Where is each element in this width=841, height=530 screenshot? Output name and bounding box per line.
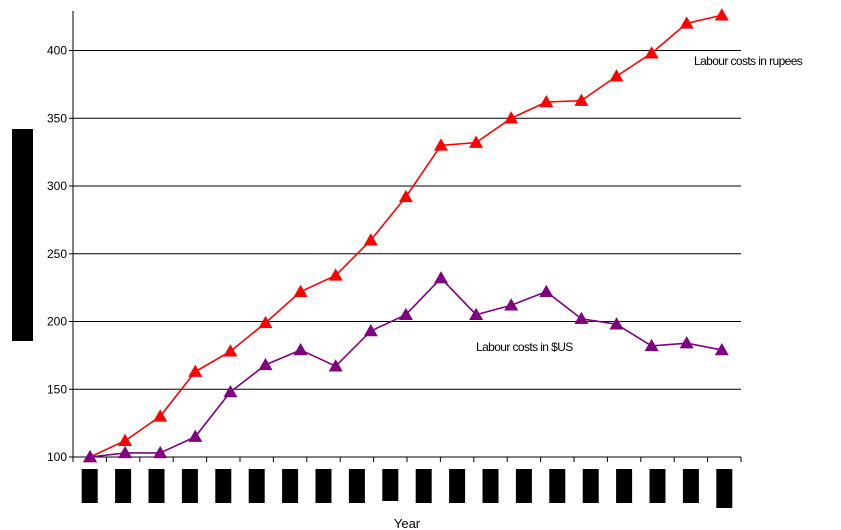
series-1-point-18 [714, 342, 729, 356]
y-tick-label-250: 250 [47, 247, 67, 261]
series-1-point-5 [258, 357, 273, 371]
series-1-point-11 [469, 307, 484, 320]
series-1-point-8 [363, 323, 378, 337]
series-1-point-17 [679, 336, 694, 349]
series-0-point-5 [258, 315, 273, 329]
x-tick-label-block-11 [415, 469, 432, 503]
series-1-point-16 [644, 338, 659, 352]
x-tick-label-block-5 [215, 469, 232, 503]
x-tick-label-block-7 [282, 469, 299, 503]
y-tick-label-400: 400 [47, 44, 67, 58]
y-tick-label-100: 100 [47, 450, 67, 464]
series-0-point-1 [118, 433, 133, 446]
y-tick-label-200: 200 [47, 315, 67, 329]
series-0-point-13 [539, 94, 554, 108]
series-0-point-4 [223, 344, 238, 357]
series-1-point-13 [539, 284, 554, 297]
gridlines [69, 50, 741, 458]
x-tick-label-block-20 [716, 469, 733, 508]
x-tick-label-block-8 [315, 469, 332, 503]
series-0-point-15 [609, 69, 624, 82]
x-tick-label-block-2 [115, 469, 132, 503]
x-tick-label-blocks [81, 469, 733, 508]
series-0-point-14 [574, 93, 589, 106]
x-tick-label-block-1 [81, 469, 98, 503]
series-0-point-18 [714, 8, 729, 21]
series-1-point-10 [434, 271, 448, 284]
series-0-point-11 [469, 135, 484, 148]
x-tick-label-block-14 [515, 469, 532, 503]
series-1-point-3 [188, 429, 203, 442]
x-tick-label-block-3 [148, 469, 165, 503]
x-tick-label-block-10 [382, 469, 399, 501]
series-1-point-2 [153, 445, 168, 459]
x-tick-label-block-4 [181, 469, 198, 503]
series-0-point-7 [328, 268, 343, 281]
x-tick-label-block-17 [616, 469, 633, 503]
series-0-point-12 [504, 111, 519, 124]
series-0-point-16 [644, 46, 659, 59]
y-tick-label-150: 150 [47, 382, 67, 396]
series-1-point-12 [504, 298, 519, 311]
x-tick-label-block-6 [248, 469, 265, 503]
series-1-point-1 [118, 445, 133, 459]
series-0-point-3 [188, 364, 203, 377]
x-tick-label-block-12 [449, 469, 466, 503]
series-1-point-7 [328, 359, 343, 372]
axes [72, 11, 742, 462]
x-tick-label-block-9 [348, 469, 365, 503]
x-tick-label-block-16 [582, 469, 599, 503]
x-tick-label-block-19 [682, 469, 699, 503]
y-tick-label-300: 300 [47, 179, 67, 193]
series-1-point-6 [293, 342, 308, 356]
series-1-point-14 [574, 311, 589, 325]
series-1-point-15 [609, 317, 624, 330]
y-axis-title-block [12, 129, 33, 341]
series-label-usd: Labour costs in $US [476, 340, 573, 354]
x-tick-label-block-18 [649, 469, 666, 503]
series-0-point-17 [679, 16, 694, 29]
y-tick-label-350: 350 [47, 111, 67, 125]
series-1-point-9 [398, 307, 413, 320]
series-layer [83, 8, 729, 463]
series-0-point-9 [398, 189, 413, 203]
series-0-point-6 [293, 284, 308, 297]
series-0-point-2 [153, 409, 168, 422]
x-axis-title: Year [394, 516, 421, 530]
x-tick-label-block-13 [482, 469, 499, 503]
series-label-rupees: Labour costs in rupees [694, 54, 803, 68]
x-tick-label-block-15 [549, 469, 566, 503]
series-1-point-0 [83, 450, 97, 463]
series-0-point-8 [363, 233, 378, 246]
series-0-point-10 [434, 138, 448, 151]
series-1-point-4 [223, 384, 238, 398]
y-tick-labels: 100 150 200 250 300 350 400 [47, 44, 67, 465]
